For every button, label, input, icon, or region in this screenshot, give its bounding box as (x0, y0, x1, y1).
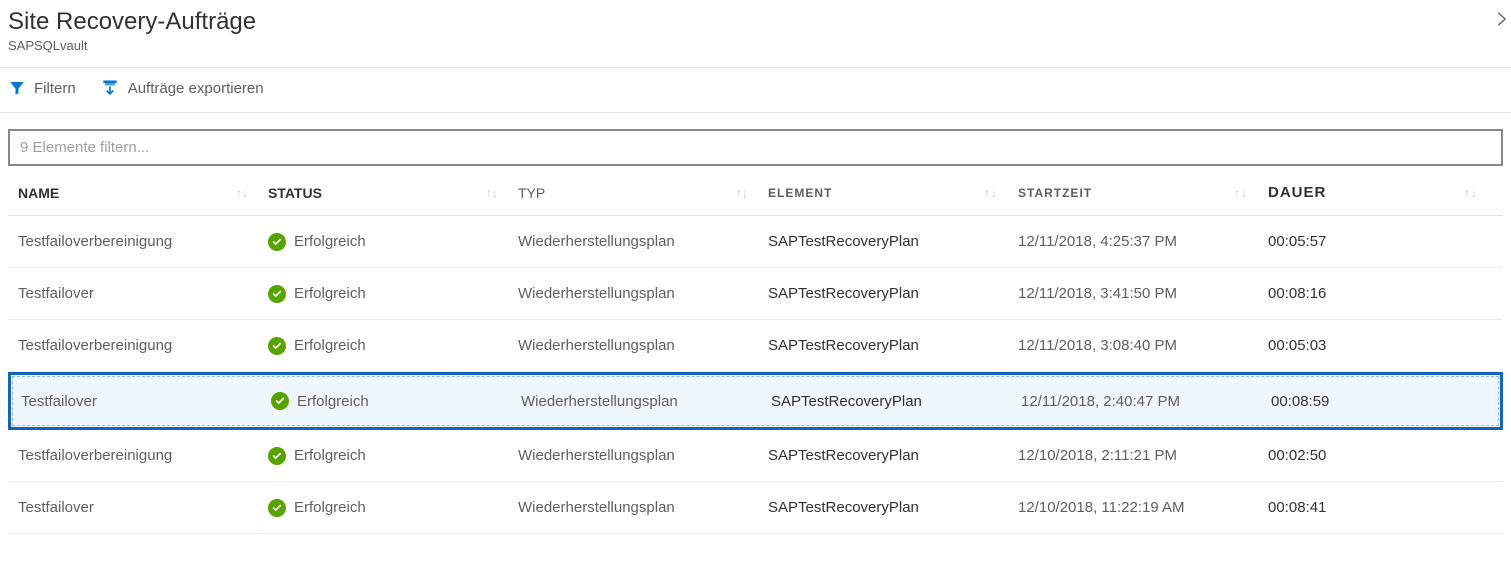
cell-dauer: 00:08:59 (1261, 393, 1491, 410)
table-row[interactable]: Testfailoverbereinigung Erfolgreich Wieder… (8, 430, 1503, 482)
table-body: Testfailoverbereinigung Erfolgreich Wieder… (8, 216, 1503, 534)
sort-icon: ↑↓ (736, 186, 748, 200)
cell-typ: Wiederherstellungsplan (508, 233, 758, 250)
cell-startzeit: 12/10/2018, 2:11:21 PM (1008, 447, 1258, 464)
sort-icon: ↑↓ (236, 186, 248, 200)
cell-typ: Wiederherstellungsplan (508, 337, 758, 354)
table-row[interactable]: Testfailover Erfolgreich Wiederherstellung… (8, 268, 1503, 320)
cell-dauer: 00:05:03 (1258, 337, 1488, 354)
filter-area (0, 113, 1511, 166)
status-text: Erfolgreich (294, 233, 366, 250)
filter-button-label: Filtern (34, 80, 76, 97)
cell-element: SAPTestRecoveryPlan (761, 393, 1011, 410)
column-header-startzeit[interactable]: STARTZEIT ↑↓ (1008, 186, 1258, 200)
funnel-icon (8, 79, 26, 97)
cell-startzeit: 12/11/2018, 2:40:47 PM (1011, 393, 1261, 410)
success-icon (268, 233, 286, 251)
column-header-label: DAUER (1268, 184, 1326, 201)
column-header-element[interactable]: ELEMENT ↑↓ (758, 186, 1008, 200)
cell-status: Erfolgreich (258, 233, 508, 251)
success-icon (268, 337, 286, 355)
cell-startzeit: 12/11/2018, 3:08:40 PM (1008, 337, 1258, 354)
table-row[interactable]: Testfailover Erfolgreich Wiederherstellung… (8, 372, 1503, 430)
cell-name: Testfailover (8, 499, 258, 516)
cell-typ: Wiederherstellungsplan (508, 499, 758, 516)
sort-icon: ↑↓ (1464, 186, 1478, 200)
column-header-typ[interactable]: TYP ↑↓ (508, 185, 758, 201)
column-header-label: STARTZEIT (1018, 186, 1092, 200)
cell-status: Erfolgreich (258, 285, 508, 303)
cell-startzeit: 12/11/2018, 4:25:37 PM (1008, 233, 1258, 250)
export-button[interactable]: Aufträge exportieren (100, 78, 264, 98)
page-subtitle: SAPSQLvault (8, 38, 1503, 53)
column-header-dauer[interactable]: DAUER ↑↓ (1258, 184, 1488, 201)
cell-element: SAPTestRecoveryPlan (758, 285, 1008, 302)
sort-icon: ↑↓ (1234, 186, 1248, 200)
export-button-label: Aufträge exportieren (128, 80, 264, 97)
cell-dauer: 00:02:50 (1258, 447, 1488, 464)
cell-startzeit: 12/11/2018, 3:41:50 PM (1008, 285, 1258, 302)
cell-status: Erfolgreich (258, 499, 508, 517)
success-icon (271, 392, 289, 410)
cell-typ: Wiederherstellungsplan (508, 285, 758, 302)
success-icon (268, 447, 286, 465)
jobs-table: NAME ↑↓ STATUS ↑↓ TYP ↑↓ ELEMENT ↑↓ STAR… (0, 166, 1511, 534)
success-icon (268, 285, 286, 303)
cell-name: Testfailover (11, 393, 261, 410)
column-header-label: TYP (518, 185, 545, 201)
cell-name: Testfailoverbereinigung (8, 447, 258, 464)
cell-element: SAPTestRecoveryPlan (758, 447, 1008, 464)
page-header: Site Recovery-Aufträge SAPSQLvault (0, 0, 1511, 63)
status-text: Erfolgreich (294, 285, 366, 302)
cell-startzeit: 12/10/2018, 11:22:19 AM (1008, 499, 1258, 516)
cell-dauer: 00:08:41 (1258, 499, 1488, 516)
toolbar: Filtern Aufträge exportieren (0, 68, 1511, 113)
column-header-label: STATUS (268, 185, 322, 201)
column-header-label: NAME (18, 185, 59, 201)
filter-input[interactable] (8, 129, 1503, 166)
cell-element: SAPTestRecoveryPlan (758, 499, 1008, 516)
cell-name: Testfailover (8, 285, 258, 302)
status-text: Erfolgreich (294, 337, 366, 354)
sort-icon: ↑↓ (486, 186, 498, 200)
cell-typ: Wiederherstellungsplan (511, 393, 761, 410)
sort-icon: ↑↓ (984, 186, 998, 200)
status-text: Erfolgreich (294, 447, 366, 464)
table-row[interactable]: Testfailoverbereinigung Erfolgreich Wieder… (8, 320, 1503, 372)
table-header: NAME ↑↓ STATUS ↑↓ TYP ↑↓ ELEMENT ↑↓ STAR… (8, 166, 1503, 216)
cell-element: SAPTestRecoveryPlan (758, 337, 1008, 354)
status-text: Erfolgreich (297, 393, 369, 410)
success-icon (268, 499, 286, 517)
table-row[interactable]: Testfailover Erfolgreich Wiederherstellung… (8, 482, 1503, 534)
cell-dauer: 00:05:57 (1258, 233, 1488, 250)
column-header-label: ELEMENT (768, 186, 832, 200)
filter-button[interactable]: Filtern (8, 79, 76, 97)
cell-status: Erfolgreich (258, 447, 508, 465)
export-icon (100, 78, 120, 98)
status-text: Erfolgreich (294, 499, 366, 516)
cell-name: Testfailoverbereinigung (8, 233, 258, 250)
page-title: Site Recovery-Aufträge (8, 8, 1503, 36)
cell-status: Erfolgreich (258, 337, 508, 355)
close-icon[interactable] (1493, 8, 1507, 30)
table-row[interactable]: Testfailoverbereinigung Erfolgreich Wieder… (8, 216, 1503, 268)
cell-typ: Wiederherstellungsplan (508, 447, 758, 464)
cell-status: Erfolgreich (261, 392, 511, 410)
column-header-status[interactable]: STATUS ↑↓ (258, 185, 508, 201)
column-header-name[interactable]: NAME ↑↓ (8, 185, 258, 201)
cell-name: Testfailoverbereinigung (8, 337, 258, 354)
cell-dauer: 00:08:16 (1258, 285, 1488, 302)
cell-element: SAPTestRecoveryPlan (758, 233, 1008, 250)
